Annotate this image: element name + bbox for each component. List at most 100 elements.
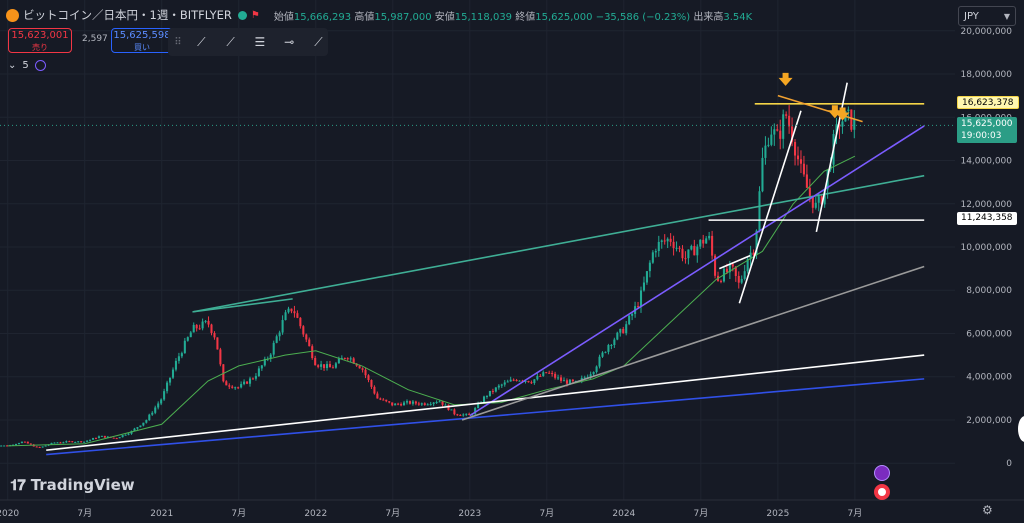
side-panel-handle[interactable] [1018,416,1024,442]
symbol-title[interactable]: ビットコイン／日本円・1週・BITFLYER [23,8,232,22]
market-status-icon[interactable] [237,10,247,20]
candle-body [41,446,44,448]
candle-body [746,258,749,272]
ray-icon[interactable]: ⟋ [226,34,235,49]
candle-body [850,109,853,130]
lightning-icon[interactable] [874,465,890,481]
indicator-count: 5 [22,60,29,71]
horizontal-ray-icon[interactable]: ⊸ [284,35,295,49]
candle-body [145,420,148,423]
candle-body [426,404,429,406]
candle-body [251,378,255,380]
candle-body [465,413,468,415]
buy-button[interactable]: 15,625,598 買い [111,28,173,53]
candle-body [100,435,103,437]
candle-body [192,324,195,333]
candle-body [14,444,18,446]
grip-icon[interactable]: ⠿ [174,36,182,48]
candle-body [17,443,20,445]
extended-line-icon[interactable]: ⟋ [314,34,323,49]
candle-body [788,115,791,127]
candle-body [530,382,533,384]
candle-body [453,409,456,415]
candle-body [512,379,515,381]
candle-body [764,145,767,158]
candle-body [56,442,59,444]
candle-body [340,357,343,359]
candle-body [44,445,47,447]
candle-body [290,308,293,312]
candle-body [728,264,731,273]
candle-body [293,311,296,314]
candle-body [699,239,702,247]
candle-body [296,313,299,318]
candle-body [94,438,98,440]
candle-body [559,377,563,381]
candle-body [562,380,566,382]
candle-body [648,262,651,272]
candle-body [604,351,607,353]
candle-body [408,401,411,404]
candle-body [154,407,157,413]
candle-body [610,345,613,347]
x-tick-label: 2025 [766,509,789,519]
x-tick-label: 7月 [77,508,92,519]
candle-body [213,332,216,338]
candle-body [331,367,334,369]
candle-body [737,275,740,283]
candle-body [785,114,788,116]
gear-icon[interactable]: ⚙ [982,503,993,517]
candle-body [246,381,249,384]
currency-select[interactable]: JPY ▼ [958,6,1016,26]
candle-body [168,377,172,383]
candle-body [702,239,705,244]
white-impulse-2 [815,82,848,233]
record-icon[interactable] [874,484,890,500]
candle-body [142,422,145,426]
candle-body [148,414,151,421]
candle-body [314,358,317,366]
candle-body [462,414,465,416]
candle-body [669,238,672,242]
candle-body [157,403,160,408]
last-price: 15,625,000 [961,119,1013,129]
indicator-toggle[interactable]: ⌄ 5 [8,60,46,71]
y-tick-label: 4,000,000 [966,373,1012,383]
candle-body [681,248,684,259]
candle-body [243,381,246,385]
candle-body [693,245,696,256]
x-tick-label: 2023 [458,509,481,519]
chevron-down-icon[interactable]: ⌄ [8,60,17,71]
candle-body [548,372,551,374]
trend-line-icon[interactable]: ⟋ [197,34,206,49]
parallel-channel-icon[interactable]: ☰ [254,35,266,49]
candle-body [767,144,770,146]
candle-body [622,328,625,334]
last-price-tag: 15,625,000 19:00:03 [957,117,1017,143]
sell-price: 15,623,001 [11,30,69,41]
candle-body [432,402,435,405]
candle-body [77,441,80,443]
candle-body [497,385,500,388]
candle-body [639,290,643,308]
sell-button[interactable]: 15,623,001 売り [8,28,72,53]
candle-body [405,401,409,403]
indicator-icon[interactable] [34,60,46,71]
candle-body [571,379,574,382]
candle-body [666,238,669,242]
candle-body [539,375,542,377]
x-tick-label: 7月 [693,508,708,519]
candle-body [272,342,275,355]
candle-body [808,187,811,196]
candle-body [642,282,646,291]
spread-value: 2,597 [82,34,108,44]
candle-body [500,384,503,386]
flag-icon[interactable]: ⚑ [250,9,260,21]
candle-body [391,402,394,406]
candle-body [838,124,841,127]
candle-body [302,326,305,335]
x-tick-label: 7月 [848,508,863,519]
candle-body [299,317,302,327]
candle-body [705,238,708,244]
